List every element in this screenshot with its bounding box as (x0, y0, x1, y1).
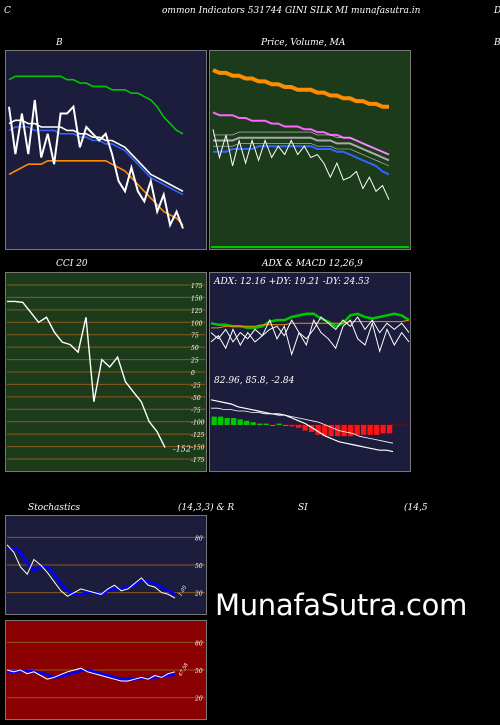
cci-tick-0: 0 (191, 370, 195, 377)
macd-histogram-bar (218, 416, 224, 425)
price-ma-band-1 (213, 131, 390, 155)
price-ma-band-0 (213, 143, 390, 167)
adx-series-2 (210, 318, 410, 357)
cci-tick-125: 125 (191, 308, 203, 315)
bollinger-series-3 (8, 160, 184, 226)
adx-macd-title: ADX & MACD 12,26,9 (262, 259, 363, 269)
macd-histogram-bar (289, 425, 295, 427)
macd-histogram-bar (276, 423, 282, 425)
bollinger-plot-area (5, 50, 207, 250)
watermark: MunafaSutra.com (215, 588, 468, 622)
cci-tick--125: -125 (191, 432, 205, 439)
cci-last-label: -152 (173, 445, 191, 454)
page-title: ommon Indicators 531744 GINI SILK MI mun… (162, 6, 421, 16)
williams-tick-20: 20 (194, 696, 203, 703)
price-title: Price, Volume, MA (261, 38, 346, 48)
macd-histogram-bar (270, 425, 276, 426)
cci-tick--150: -150 (191, 445, 205, 452)
stochastics-series-0 (7, 547, 176, 596)
price-series-4 (212, 129, 390, 200)
adx-readout: ADX: 12.16 +DY: 19.21 -DY: 24.53 (213, 277, 370, 287)
williams-tick-50: 50 (195, 668, 203, 675)
macd-histogram-bar (367, 425, 373, 435)
price-chart (209, 50, 411, 250)
stochastics-last-label: 1.05 (178, 585, 189, 598)
cci-tick-150: 150 (191, 295, 203, 302)
macd-histogram-bar (387, 425, 393, 434)
right-cut-b: B (494, 38, 500, 48)
adx-macd-chart: ADX: 12.16 +DY: 19.21 -DY: 24.53 82.96, … (209, 272, 411, 472)
macd-histogram-bar (354, 425, 360, 435)
macd-histogram-bar (315, 425, 321, 435)
bollinger-series-4 (8, 99, 184, 229)
macd-histogram-bar (250, 422, 256, 425)
stochastics-tick-50: 50 (195, 563, 203, 570)
cci-tick-50: 50 (191, 345, 199, 352)
rsi-params: (14,5 (404, 503, 428, 513)
stochastics-tick-20: 20 (194, 591, 203, 598)
macd-histogram-bar (257, 423, 263, 425)
rsi-title: SI (298, 503, 308, 513)
macd-histogram-bar (263, 423, 269, 425)
macd-histogram-bar (244, 420, 250, 425)
cci-tick--100: -100 (191, 420, 205, 427)
macd-histogram-bar (348, 425, 354, 437)
macd-histogram-bar (361, 425, 367, 435)
cci-tick--25: -25 (191, 382, 201, 389)
macd-signal-line (211, 407, 394, 444)
macd-histogram-bar (322, 425, 328, 437)
macd-histogram-bar (328, 425, 334, 437)
cci-tick-100: 100 (191, 320, 203, 327)
macd-histogram-bar (302, 425, 308, 431)
bollinger-chart (5, 50, 207, 250)
macd-histogram-bar (309, 425, 315, 432)
macd-histogram-bar (380, 425, 386, 434)
stochastics-params: (14,3,3) & R (178, 503, 235, 513)
stochastics-series-1 (6, 544, 176, 599)
cci-line (7, 300, 166, 448)
macd-histogram-bar (283, 425, 289, 426)
cci-tick-175: 175 (191, 283, 203, 290)
macd-readout: 82.96, 85.8, -2.84 (214, 376, 295, 386)
williams-series-1 (6, 667, 176, 682)
macd-histogram-bar (211, 416, 217, 425)
adx-series-0 (210, 312, 410, 330)
macd-histogram-bar (341, 425, 347, 437)
left-cut-title: C (4, 6, 11, 16)
macd-histogram-bar (224, 418, 230, 425)
cci-tick-75: 75 (191, 333, 199, 340)
macd-histogram-bar (374, 425, 380, 435)
cci-tick--175: -175 (191, 457, 205, 464)
price-series-2 (213, 136, 390, 162)
stochastics-title: Stochastics (28, 503, 81, 513)
macd-histogram-bar (237, 419, 243, 425)
macd-line (210, 399, 394, 453)
stochastics-chart: 80 50 20 1.05 (5, 515, 207, 615)
stochastics-tick-80: 80 (195, 535, 203, 542)
right-cut-title: D (494, 6, 500, 16)
cci-tick--50: -50 (191, 395, 201, 402)
adx-series-1 (211, 319, 410, 329)
cci-tick--75: -75 (191, 407, 201, 414)
williams-tick-80: 80 (195, 640, 203, 647)
cci-title: CCI 20 (56, 259, 88, 269)
adx-series-3 (210, 316, 410, 343)
bollinger-series-0 (8, 75, 184, 135)
price-series-3 (213, 145, 390, 176)
macd-histogram-bar (296, 425, 302, 428)
macd-histogram-bar (231, 418, 237, 425)
price-series-0 (212, 68, 389, 109)
macd-histogram-bar (335, 425, 341, 437)
cci-chart: 175 150 125 100 75 50 25 0 -25 -50 -75 -100 -125 -150… (5, 272, 207, 472)
cci-tick-25: 25 (190, 358, 199, 365)
bollinger-title: B (56, 38, 63, 48)
adx-plot-area (209, 272, 411, 472)
